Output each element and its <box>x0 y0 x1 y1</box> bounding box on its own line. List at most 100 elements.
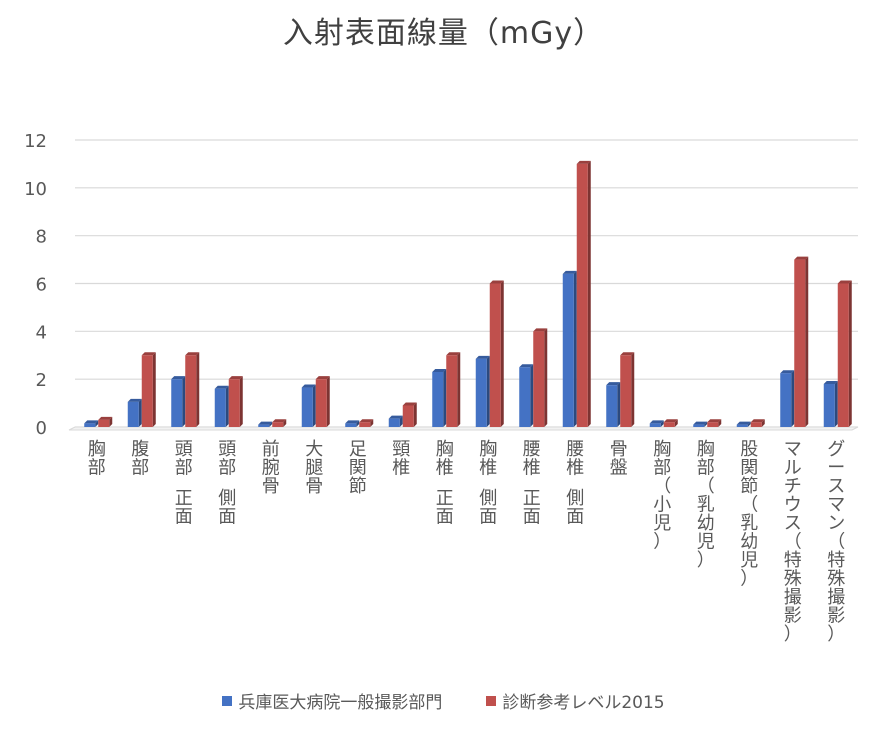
legend-item-series-2: 診断参考レベル2015 <box>486 688 665 713</box>
bar-top-series-1 <box>649 420 664 424</box>
bar-top-series-1 <box>562 270 577 274</box>
bar-series-1 <box>171 379 183 427</box>
bar-series-2 <box>98 419 110 427</box>
bar-series-2 <box>489 283 501 427</box>
x-tick-label: 股関節（乳幼児） <box>740 439 758 590</box>
bar-side-series-1 <box>312 384 316 427</box>
bar-series-2 <box>141 355 153 427</box>
bar-top-series-2 <box>446 352 461 356</box>
y-tick-label: 2 <box>36 370 47 391</box>
bar-top-series-2 <box>750 419 765 423</box>
bar-top-series-1 <box>432 368 447 372</box>
bar-top-series-2 <box>228 376 243 380</box>
bar-side-series-1 <box>225 385 229 427</box>
bar-series-1 <box>693 424 705 427</box>
bar-series-2 <box>707 422 719 427</box>
bar-top-series-1 <box>780 370 795 374</box>
bar-top-series-2 <box>576 160 591 164</box>
bar-side-series-2 <box>587 160 591 427</box>
y-tick-label: 6 <box>36 275 47 296</box>
bar-top-series-1 <box>519 364 534 368</box>
legend-label-series-2: 診断参考レベル2015 <box>502 693 665 713</box>
bar-side-series-1 <box>704 421 708 427</box>
bar-top-series-1 <box>388 415 403 419</box>
legend-swatch-series-1 <box>222 695 233 706</box>
bar-top-series-2 <box>837 280 852 284</box>
x-tick-label: 胸椎 正面 <box>436 439 454 528</box>
bar-side-series-2 <box>674 419 678 427</box>
bar-series-2 <box>315 379 327 427</box>
bar-top-series-2 <box>185 352 200 356</box>
bar-side-series-1 <box>791 370 795 427</box>
bar-series-2 <box>533 331 545 427</box>
bar-side-series-1 <box>747 421 751 427</box>
bar-series-1 <box>301 387 313 427</box>
bar-side-series-2 <box>805 256 809 427</box>
bar-side-series-2 <box>761 419 765 427</box>
bar-top-series-1 <box>475 355 490 359</box>
bar-side-series-1 <box>356 420 360 427</box>
bar-side-series-1 <box>573 270 577 427</box>
x-tick-label: 腹部 <box>131 439 149 479</box>
bar-top-series-2 <box>359 419 374 423</box>
bar-series-2 <box>794 259 806 427</box>
bar-top-series-2 <box>794 256 809 260</box>
bar-series-2 <box>228 379 240 427</box>
bar-side-series-2 <box>239 376 243 427</box>
bar-series-2 <box>402 405 414 427</box>
bar-side-series-1 <box>443 368 447 427</box>
bar-side-series-2 <box>283 419 287 427</box>
bar-top-series-1 <box>736 421 751 425</box>
bar-top-series-2 <box>272 419 287 423</box>
legend-item-series-1: 兵庫医大病院一般撮影部門 <box>222 688 442 713</box>
bar-side-series-2 <box>500 280 504 427</box>
x-tick-label: 胸部（乳幼児） <box>697 439 715 571</box>
bar-side-series-1 <box>660 420 664 427</box>
bar-side-series-2 <box>718 419 722 427</box>
bar-series-2 <box>620 355 632 427</box>
bar-top-series-2 <box>489 280 504 284</box>
x-tick-label: 腰椎 側面 <box>566 439 584 528</box>
bar-top-series-2 <box>533 328 548 332</box>
bar-series-2 <box>446 355 458 427</box>
bar-series-1 <box>649 423 661 427</box>
bar-side-series-1 <box>138 398 142 427</box>
x-tick-label: 頭部 側面 <box>218 439 236 528</box>
y-tick-label: 0 <box>36 418 47 439</box>
x-tick-label: 胸部（小児） <box>653 439 671 553</box>
legend-swatch-series-2 <box>486 695 497 706</box>
bar-top-series-1 <box>345 420 360 424</box>
bar-series-2 <box>576 163 588 427</box>
bar-series-1 <box>258 424 270 427</box>
bar-top-series-2 <box>402 402 417 406</box>
bar-top-series-2 <box>98 416 113 420</box>
x-tick-label: マルチウス（特殊撮影） <box>784 439 802 645</box>
bar-side-series-2 <box>370 419 374 427</box>
bar-series-1 <box>823 383 835 427</box>
bar-side-series-1 <box>530 364 534 427</box>
bar-side-series-2 <box>457 352 461 427</box>
y-tick-label: 4 <box>36 322 47 343</box>
bar-side-series-2 <box>848 280 852 427</box>
bar-series-2 <box>359 422 371 427</box>
x-tick-label: グースマン（特殊撮影） <box>827 439 845 645</box>
bar-series-1 <box>388 418 400 427</box>
bar-side-series-1 <box>269 421 273 427</box>
chart-title: 入射表面線量（mGy） <box>282 16 605 51</box>
bar-side-series-1 <box>617 382 621 427</box>
bar-side-series-1 <box>399 415 403 427</box>
bar-side-series-2 <box>326 376 330 427</box>
bar-side-series-2 <box>152 352 156 427</box>
bar-side-series-1 <box>834 380 838 427</box>
bar-top-series-1 <box>214 385 229 389</box>
x-tick-label: 腰椎 正面 <box>523 439 541 528</box>
bar-series-2 <box>272 422 284 427</box>
bar-top-series-2 <box>141 352 156 356</box>
bar-top-series-1 <box>171 376 186 380</box>
bar-side-series-2 <box>544 328 548 427</box>
bar-series-1 <box>432 371 444 427</box>
bar-side-series-1 <box>182 376 186 427</box>
bar-series-2 <box>837 283 849 427</box>
bar-series-2 <box>663 422 675 427</box>
